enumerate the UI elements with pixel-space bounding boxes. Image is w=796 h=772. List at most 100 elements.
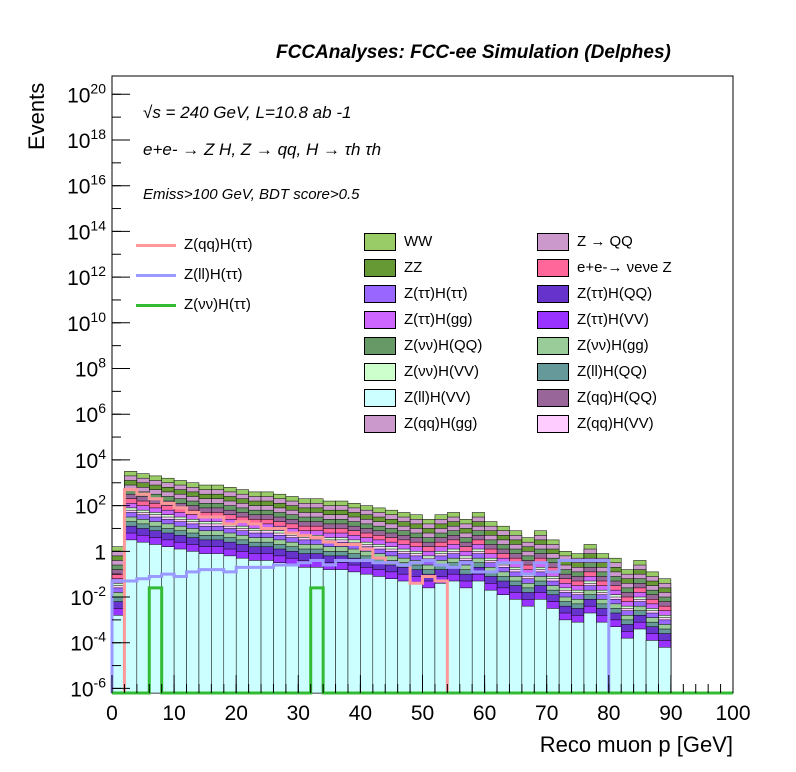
- stack-bar: [211, 553, 225, 694]
- legend-line-swatch: [136, 243, 176, 247]
- y-tick-label: 1014: [67, 217, 106, 244]
- y-tick-label: 1020: [67, 80, 106, 107]
- legend-box-label: Z(qq)H(VV): [577, 415, 654, 432]
- stack-bar: [608, 626, 622, 694]
- stack-bar: [260, 560, 274, 694]
- legend-box-label: Z(ll)H(QQ): [577, 363, 647, 380]
- stack-bar: [471, 580, 485, 694]
- x-tick-label: 10: [162, 702, 185, 725]
- legend-box-label: Z(ll)H(VV): [404, 389, 471, 406]
- y-tick-label: 108: [75, 355, 106, 382]
- x-tick-label: 0: [106, 702, 118, 725]
- stack-bar: [223, 555, 237, 694]
- stack-bar: [596, 621, 610, 694]
- stack-bar: [285, 564, 299, 694]
- legend-box-label: Z(qq)H(QQ): [577, 389, 657, 406]
- x-tick-label: 100: [715, 702, 750, 725]
- stack-bar: [571, 621, 585, 694]
- legend-box-entry: Z → QQ: [537, 233, 633, 252]
- chart-title: FCCAnalyses: FCC-ee Simulation (Delphes): [276, 42, 671, 63]
- stack-bar: [136, 541, 150, 694]
- stack-bar: [645, 640, 659, 694]
- y-tick-label: 10-2: [70, 583, 106, 610]
- stack-bar: [496, 594, 510, 694]
- annotation-cuts: Emiss>100 GeV, BDT score>0.5: [143, 186, 360, 203]
- legend-box-label: Z(qq)H(gg): [404, 415, 478, 432]
- stack-bar: [422, 587, 436, 694]
- legend-line-entry: Z(qq)H(ττ): [136, 236, 253, 253]
- stack-bar: [347, 571, 361, 694]
- stack-bar: [459, 587, 473, 694]
- stack-bar: [360, 573, 374, 694]
- x-tick-label: 50: [411, 702, 434, 725]
- legend-box-entry: Z(ll)H(QQ): [537, 363, 647, 382]
- legend-box-swatch: [364, 337, 396, 356]
- stack-bar: [198, 553, 212, 694]
- legend-box-label: Z → QQ: [577, 233, 633, 250]
- stack-bar: [484, 589, 498, 694]
- legend-box-swatch: [364, 363, 396, 382]
- stack-bar: [322, 569, 336, 694]
- legend-box-swatch: [364, 415, 396, 434]
- legend-box-label: Z(νν)H(gg): [577, 337, 649, 354]
- legend-box-label: Z(νν)H(VV): [404, 363, 479, 380]
- legend-box-label: WW: [404, 233, 433, 250]
- x-tick-label: 60: [473, 702, 496, 725]
- legend-box-label: Z(ττ)H(VV): [577, 311, 649, 328]
- stack-bar: [546, 608, 560, 694]
- stack-bar: [235, 557, 249, 694]
- y-tick-label: 1010: [67, 309, 106, 336]
- legend-box-entry: Z(ττ)H(ττ): [364, 285, 468, 304]
- stack-layer: [111, 539, 672, 694]
- legend-box-entry: Z(ττ)H(QQ): [537, 285, 653, 304]
- legend-box-entry: Z(qq)H(VV): [537, 415, 654, 434]
- stack-bar: [397, 580, 411, 694]
- stack-bar: [447, 580, 461, 694]
- stack-bar: [124, 539, 138, 694]
- legend-line-swatch: [136, 273, 176, 277]
- axes: 0 10 20 30 40 50 60 70 80 90 10010-610-410-2110210…: [67, 80, 750, 725]
- legend-box-swatch: [537, 363, 569, 382]
- legend-box-label: Z(ττ)H(ττ): [404, 285, 468, 302]
- legend-box-swatch: [537, 389, 569, 408]
- legend-box-label: Z(ττ)H(QQ): [577, 285, 653, 302]
- stack-bar: [384, 578, 398, 694]
- legend-box-swatch: [537, 311, 569, 330]
- y-tick-label: 102: [75, 492, 106, 519]
- y-axis-label: Events: [24, 82, 49, 150]
- legend-box-entry: Z(νν)H(VV): [364, 363, 479, 382]
- legend-box-entry: Z(ττ)H(VV): [537, 311, 649, 330]
- stack-bar: [534, 599, 547, 694]
- legend-box-swatch: [364, 259, 396, 278]
- legend-box-entry: Z(qq)H(QQ): [537, 389, 657, 408]
- x-tick-label: 90: [659, 702, 682, 725]
- legend-box-swatch: [537, 285, 569, 304]
- legend-box-swatch: [537, 337, 569, 356]
- stack-bar: [310, 567, 324, 694]
- stack-bar: [161, 546, 175, 694]
- legend-box-entry: Z(qq)H(gg): [364, 415, 478, 434]
- stack-bar: [248, 560, 262, 694]
- annotation-process: e+e- → Z H, Z → qq, H → τh τh: [143, 140, 382, 159]
- stack-bar: [509, 599, 523, 694]
- legend-box-entry: WW: [364, 233, 433, 252]
- stack-bar: [583, 612, 597, 694]
- legend-box-label: e+e-→ νeνe Z: [577, 259, 672, 276]
- stack-bar: [335, 569, 349, 694]
- x-axis-label: Reco muon p [GeV]: [539, 732, 733, 757]
- annotation-energy-lumi: √s = 240 GeV, L=10.8 ab -1: [143, 103, 352, 122]
- x-tick-label: 20: [225, 702, 248, 725]
- stack-bar: [372, 576, 386, 694]
- y-tick-label: 1016: [67, 172, 106, 199]
- legend-box-swatch: [364, 233, 396, 252]
- y-tick-label: 104: [75, 446, 106, 473]
- stack-bar: [298, 567, 311, 694]
- legend-box-entry: Z(νν)H(QQ): [364, 337, 482, 356]
- legend-box-entry: Z(ll)H(VV): [364, 389, 471, 408]
- stack-bar: [658, 647, 672, 694]
- stack-bar: [149, 544, 162, 694]
- stack-bar: [273, 562, 287, 694]
- legend-box-entry: Z(ττ)H(gg): [364, 311, 473, 330]
- legend-box-entry: Z(νν)H(gg): [537, 337, 649, 356]
